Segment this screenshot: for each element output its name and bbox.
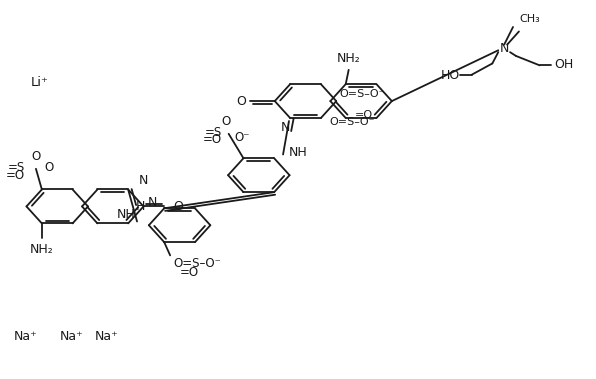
Text: N: N — [148, 196, 157, 209]
Text: =S: =S — [204, 126, 222, 139]
Text: Na⁺: Na⁺ — [95, 330, 119, 343]
Text: O: O — [45, 161, 54, 174]
Text: O=S–O⁻: O=S–O⁻ — [173, 257, 221, 270]
Text: Na⁺: Na⁺ — [60, 330, 83, 343]
Text: O: O — [173, 200, 183, 213]
Text: NH: NH — [289, 146, 308, 159]
Text: O: O — [221, 115, 230, 128]
Text: NH₂: NH₂ — [30, 243, 54, 256]
Text: NH: NH — [117, 208, 136, 221]
Text: CH₃: CH₃ — [519, 14, 540, 25]
Text: =S: =S — [8, 161, 25, 174]
Text: Na⁺: Na⁺ — [14, 330, 38, 343]
Text: =O: =O — [355, 111, 373, 121]
Text: N: N — [138, 174, 148, 186]
Text: H: H — [136, 200, 145, 213]
Text: O: O — [236, 95, 246, 108]
Text: OH: OH — [554, 58, 574, 71]
Text: O⁻: O⁻ — [235, 131, 250, 144]
Text: N: N — [281, 121, 290, 134]
Text: O=S–O⁻: O=S–O⁻ — [339, 89, 385, 99]
Text: =O: =O — [179, 266, 198, 279]
Text: =O: =O — [6, 169, 25, 182]
Text: NH₂: NH₂ — [337, 52, 361, 64]
Text: N: N — [499, 42, 509, 55]
Text: =O: =O — [203, 133, 222, 146]
Text: O=S–O⁻: O=S–O⁻ — [330, 117, 375, 127]
Text: Li⁺: Li⁺ — [31, 76, 49, 89]
Text: O: O — [32, 150, 41, 163]
Text: HO: HO — [440, 69, 460, 82]
